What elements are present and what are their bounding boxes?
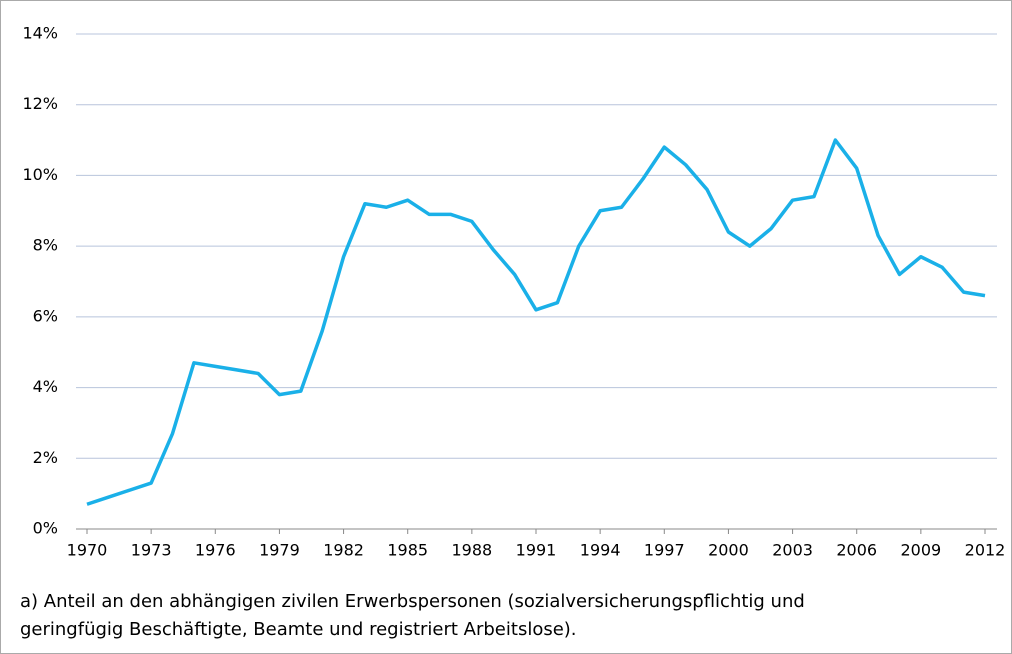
x-tick-label: 1970	[67, 541, 108, 560]
y-tick-label: 8%	[33, 236, 58, 255]
x-tick-label: 2006	[836, 541, 877, 560]
data-line	[86, 138, 986, 506]
x-tick-label: 1991	[516, 541, 557, 560]
y-tick-label: 12%	[22, 94, 58, 113]
x-tick-label: 1985	[387, 541, 428, 560]
y-tick-label: 10%	[22, 165, 58, 184]
x-tick-label: 1988	[451, 541, 492, 560]
y-tick-label: 2%	[33, 448, 58, 467]
x-tick-label: 1979	[259, 541, 300, 560]
y-tick-label: 14%	[22, 24, 58, 43]
x-tick-label: 1994	[580, 541, 621, 560]
x-tick-label: 2000	[708, 541, 749, 560]
y-tick-label: 0%	[33, 519, 58, 538]
x-tick-label: 1997	[644, 541, 685, 560]
y-tick-label: 4%	[33, 377, 58, 396]
x-tick-label: 1976	[195, 541, 236, 560]
y-tick-label: 6%	[33, 306, 58, 325]
caption-line: a) Anteil an den abhängigen zivilen Erwe…	[20, 591, 805, 612]
x-tick-label: 2003	[772, 541, 813, 560]
x-tick-label: 2009	[900, 541, 941, 560]
caption-line: geringfügig Beschäftigte, Beamte und reg…	[20, 619, 577, 640]
x-tick-label: 2012	[965, 541, 1006, 560]
x-tick-label: 1982	[323, 541, 364, 560]
x-tick-label: 1973	[131, 541, 172, 560]
